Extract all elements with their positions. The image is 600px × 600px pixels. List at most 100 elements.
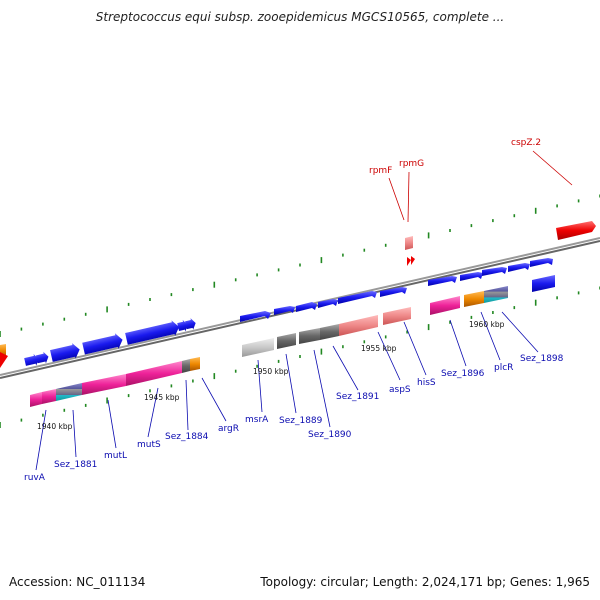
grid-dot bbox=[513, 306, 516, 310]
grid-dot bbox=[84, 312, 87, 316]
grid-dot bbox=[277, 268, 280, 272]
grid-dot bbox=[449, 320, 451, 324]
grid-dot bbox=[63, 408, 66, 412]
gene-arrow bbox=[296, 302, 317, 312]
grid-dot bbox=[513, 214, 516, 218]
gene-arrow bbox=[274, 306, 295, 315]
gene-label: Sez_1898 bbox=[520, 354, 564, 364]
grid-dot bbox=[449, 229, 451, 232]
gene-arrow bbox=[338, 291, 377, 304]
grid-dot bbox=[534, 207, 537, 214]
gene-label: rpmF bbox=[369, 166, 392, 176]
gene-arrow bbox=[482, 267, 507, 276]
grid-dot bbox=[234, 278, 237, 282]
grid-dot bbox=[20, 418, 23, 422]
label-leaders bbox=[35, 311, 539, 471]
gene-arrow bbox=[318, 299, 338, 308]
gene-arrow bbox=[185, 318, 196, 330]
gene-label: argR bbox=[218, 424, 239, 434]
grid-dot bbox=[84, 403, 87, 407]
gene-label: hisS bbox=[417, 378, 436, 388]
grid-dot bbox=[213, 281, 216, 288]
grid-dot bbox=[149, 389, 151, 393]
kbp-tick-labels: 1940 kbp 1945 kbp 1950 kbp 1955 kbp 1960… bbox=[37, 320, 505, 431]
grid-dot bbox=[277, 359, 280, 363]
gene-arrow bbox=[508, 263, 530, 272]
grid-dot bbox=[127, 394, 130, 398]
gene-label: Sez_1891 bbox=[336, 392, 379, 402]
grid-dot bbox=[556, 204, 558, 208]
grid-dot bbox=[0, 422, 1, 428]
genome-summary: Topology: circular; Length: 2,024,171 bp… bbox=[260, 575, 590, 589]
grid-dot bbox=[384, 335, 387, 339]
grid-dot bbox=[256, 273, 258, 277]
label-leaders-red bbox=[388, 150, 573, 223]
tick-label: 1950 kbp bbox=[253, 367, 289, 376]
gene-arrow bbox=[380, 287, 407, 297]
grid-dot bbox=[427, 324, 430, 331]
grid-dot bbox=[299, 263, 301, 267]
grid-dot bbox=[63, 317, 66, 321]
grid-dot bbox=[492, 219, 494, 223]
gene-label: mutS bbox=[137, 440, 161, 450]
tick-label: 1955 kbp bbox=[361, 344, 397, 353]
gene-arrow bbox=[50, 343, 80, 362]
grid-dot bbox=[213, 373, 216, 380]
grid-dot bbox=[470, 315, 473, 319]
grid-dot bbox=[170, 384, 173, 388]
gene-labels-top: rpmF rpmG cspZ.2 bbox=[369, 138, 541, 176]
grid-dot bbox=[384, 243, 387, 247]
grid-dot bbox=[320, 348, 323, 355]
gene-arrow bbox=[35, 351, 49, 364]
gene-label: msrA bbox=[245, 415, 269, 425]
grid-dot bbox=[256, 364, 258, 368]
gene-arrow bbox=[125, 320, 180, 345]
gene-arrow bbox=[240, 311, 271, 322]
rna-features bbox=[0, 221, 596, 368]
grid-dot bbox=[492, 311, 494, 314]
gene-arrow bbox=[82, 333, 123, 355]
grid-dot bbox=[342, 253, 344, 257]
grid-dot bbox=[192, 379, 194, 383]
grid-dot bbox=[470, 224, 473, 228]
grid-dot bbox=[170, 293, 173, 297]
gene-label: Sez_1881 bbox=[54, 460, 97, 470]
gene-arrow bbox=[177, 319, 188, 332]
gene-label: Sez_1889 bbox=[279, 416, 323, 426]
gene-label: Sez_1896 bbox=[441, 369, 485, 379]
grid-dot bbox=[42, 322, 44, 326]
gene-label: rpmG bbox=[399, 159, 424, 169]
annotation-bars bbox=[0, 275, 555, 407]
grid-dot bbox=[534, 299, 537, 306]
gene-label: aspS bbox=[389, 385, 411, 395]
grid-dot bbox=[577, 291, 580, 295]
grid-dot bbox=[20, 327, 23, 331]
grid-dot bbox=[363, 248, 366, 252]
grid-dot bbox=[234, 369, 237, 373]
grid-dot bbox=[0, 331, 1, 337]
gene-label: mutL bbox=[104, 451, 127, 461]
grid-dot bbox=[406, 330, 408, 334]
grid-dot bbox=[106, 397, 108, 404]
grid-dot bbox=[192, 288, 194, 292]
tick-label: 1960 kbp bbox=[469, 320, 505, 329]
grid-dot bbox=[320, 257, 323, 264]
gene-labels: ruvA Sez_1881 mutL mutS Sez_1884 argR ms… bbox=[24, 354, 564, 483]
grid-dot bbox=[42, 413, 44, 417]
grid-dot bbox=[427, 232, 430, 239]
gene-arrow bbox=[460, 272, 483, 281]
grid-dot bbox=[363, 340, 366, 344]
tick-label: 1940 kbp bbox=[37, 422, 73, 431]
grid-dot bbox=[556, 296, 558, 300]
forward-features bbox=[24, 258, 553, 366]
grid-dot bbox=[106, 306, 108, 313]
grid-dot bbox=[577, 199, 580, 203]
gene-arrow bbox=[24, 353, 39, 366]
gene-label: Sez_1890 bbox=[308, 430, 352, 440]
grid-dot bbox=[299, 355, 301, 358]
gene-label: cspZ.2 bbox=[511, 138, 541, 148]
page-title: Streptococcus equi subsp. zooepidemicus … bbox=[95, 10, 505, 24]
gene-label: plcR bbox=[494, 363, 513, 373]
gene-label: Sez_1884 bbox=[165, 432, 209, 442]
